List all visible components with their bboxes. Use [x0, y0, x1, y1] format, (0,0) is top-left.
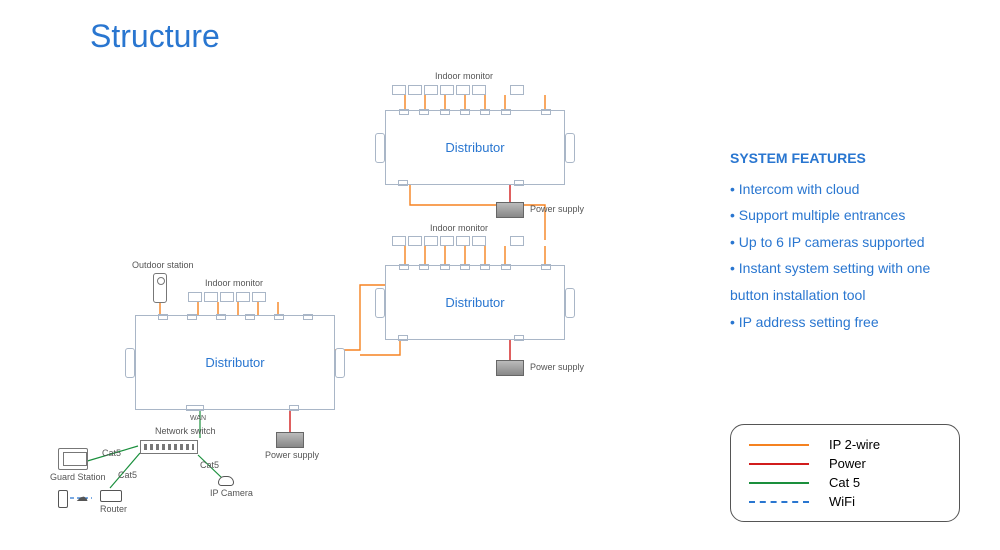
- indoor-monitor-label: Indoor monitor: [430, 223, 488, 233]
- power-supply-label: Power supply: [530, 204, 584, 214]
- distributor-box: Distributor: [385, 265, 565, 340]
- distributor-label: Distributor: [445, 140, 504, 155]
- feature-item: IP address setting free: [730, 309, 960, 336]
- network-switch-icon: [140, 440, 198, 454]
- phone-icon: [58, 490, 68, 508]
- feature-item: Instant system setting with one button i…: [730, 255, 960, 308]
- ip-camera-icon: [218, 476, 234, 486]
- outdoor-station-label: Outdoor station: [132, 260, 194, 270]
- indoor-monitor-label: Indoor monitor: [435, 71, 493, 81]
- legend-row: Power: [749, 454, 941, 473]
- cat5-label: Cat5: [200, 460, 219, 470]
- feature-item: Intercom with cloud: [730, 176, 960, 203]
- legend-label: Cat 5: [829, 475, 860, 490]
- guard-station-label: Guard Station: [50, 472, 106, 482]
- legend-label: IP 2-wire: [829, 437, 880, 452]
- router-icon: [100, 490, 122, 502]
- indoor-monitor-row: [188, 292, 266, 302]
- page-title: Structure: [90, 18, 220, 55]
- legend-swatch-ip2wire: [749, 444, 809, 446]
- router-label: Router: [100, 504, 127, 514]
- diagram-area: Distributor Indoor monitor Power supply …: [40, 70, 690, 540]
- cat5-label: Cat5: [118, 470, 137, 480]
- legend-box: IP 2-wire Power Cat 5 WiFi: [730, 424, 960, 522]
- power-supply-icon: [276, 432, 304, 448]
- outdoor-station-icon: [153, 273, 167, 303]
- legend-row: IP 2-wire: [749, 435, 941, 454]
- indoor-monitor-label: Indoor monitor: [205, 278, 263, 288]
- feature-item: Up to 6 IP cameras supported: [730, 229, 960, 256]
- power-supply-icon: [496, 202, 524, 218]
- guard-station-icon: [58, 448, 88, 470]
- indoor-monitor-row: [392, 236, 524, 246]
- indoor-monitor-row: [392, 85, 524, 95]
- distributor-label: Distributor: [445, 295, 504, 310]
- legend-label: Power: [829, 456, 866, 471]
- features-panel: SYSTEM FEATURES Intercom with cloud Supp…: [730, 145, 960, 335]
- cloud-icon: ☁: [76, 490, 92, 500]
- power-supply-label: Power supply: [530, 362, 584, 372]
- power-supply-icon: [496, 360, 524, 376]
- features-heading: SYSTEM FEATURES: [730, 145, 960, 172]
- features-list: Intercom with cloud Support multiple ent…: [730, 176, 960, 336]
- power-supply-label: Power supply: [265, 450, 319, 460]
- legend-swatch-power: [749, 463, 809, 465]
- legend-row: Cat 5: [749, 473, 941, 492]
- wiring-svg: [40, 70, 690, 540]
- legend-row: WiFi: [749, 492, 941, 511]
- feature-item: Support multiple entrances: [730, 202, 960, 229]
- network-switch-label: Network switch: [155, 426, 216, 436]
- legend-label: WiFi: [829, 494, 855, 509]
- cat5-label: Cat5: [102, 448, 121, 458]
- legend-swatch-cat5: [749, 482, 809, 484]
- wan-label: WAN: [190, 415, 206, 422]
- distributor-box: Distributor: [135, 315, 335, 410]
- distributor-box: Distributor: [385, 110, 565, 185]
- distributor-label: Distributor: [205, 355, 264, 370]
- ip-camera-label: IP Camera: [210, 488, 253, 498]
- legend-swatch-wifi: [749, 501, 809, 503]
